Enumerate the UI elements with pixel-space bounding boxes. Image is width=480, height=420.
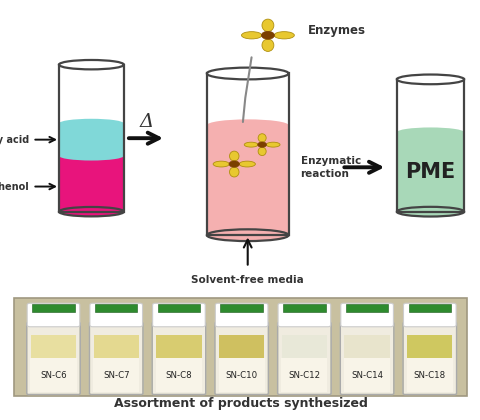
FancyBboxPatch shape bbox=[406, 358, 452, 392]
FancyBboxPatch shape bbox=[95, 304, 137, 312]
Ellipse shape bbox=[257, 142, 266, 147]
Ellipse shape bbox=[213, 161, 229, 167]
Text: Fatty acid: Fatty acid bbox=[0, 135, 29, 144]
Bar bbox=[206, 74, 288, 235]
FancyBboxPatch shape bbox=[152, 303, 205, 327]
FancyBboxPatch shape bbox=[343, 358, 389, 392]
FancyBboxPatch shape bbox=[30, 358, 76, 392]
FancyBboxPatch shape bbox=[281, 335, 326, 392]
Ellipse shape bbox=[229, 167, 239, 177]
FancyBboxPatch shape bbox=[27, 303, 80, 327]
Text: SN-C8: SN-C8 bbox=[165, 371, 192, 381]
FancyBboxPatch shape bbox=[345, 304, 387, 312]
Text: SN-C12: SN-C12 bbox=[288, 371, 320, 381]
FancyBboxPatch shape bbox=[89, 322, 143, 394]
FancyBboxPatch shape bbox=[402, 322, 456, 394]
Ellipse shape bbox=[228, 161, 239, 167]
FancyBboxPatch shape bbox=[14, 298, 466, 396]
Text: SN-C14: SN-C14 bbox=[350, 371, 383, 381]
Ellipse shape bbox=[262, 39, 273, 51]
Text: Panthenol: Panthenol bbox=[0, 181, 29, 192]
Ellipse shape bbox=[206, 68, 288, 79]
Ellipse shape bbox=[266, 142, 279, 147]
Bar bbox=[396, 79, 463, 212]
FancyBboxPatch shape bbox=[344, 335, 389, 392]
FancyBboxPatch shape bbox=[340, 303, 393, 327]
FancyBboxPatch shape bbox=[215, 322, 268, 394]
Ellipse shape bbox=[244, 142, 257, 147]
Text: SN-C18: SN-C18 bbox=[413, 371, 445, 381]
FancyBboxPatch shape bbox=[94, 335, 139, 392]
FancyBboxPatch shape bbox=[408, 304, 450, 312]
Bar bbox=[206, 74, 288, 125]
Text: Enzymes: Enzymes bbox=[307, 24, 365, 37]
Text: Solvent-free media: Solvent-free media bbox=[191, 275, 303, 285]
FancyBboxPatch shape bbox=[220, 304, 263, 312]
FancyBboxPatch shape bbox=[27, 322, 80, 394]
Bar bbox=[59, 123, 124, 156]
FancyBboxPatch shape bbox=[277, 322, 330, 394]
Bar bbox=[59, 65, 124, 212]
FancyBboxPatch shape bbox=[281, 358, 327, 392]
Ellipse shape bbox=[396, 207, 463, 217]
Text: SN-C6: SN-C6 bbox=[40, 371, 67, 381]
Text: Enzymatic
reaction: Enzymatic reaction bbox=[300, 156, 360, 179]
Ellipse shape bbox=[261, 31, 274, 39]
Ellipse shape bbox=[396, 74, 463, 84]
FancyBboxPatch shape bbox=[90, 303, 142, 327]
Text: PME: PME bbox=[405, 162, 455, 182]
Text: SN-C10: SN-C10 bbox=[225, 371, 257, 381]
FancyBboxPatch shape bbox=[156, 358, 202, 392]
Ellipse shape bbox=[274, 32, 294, 39]
FancyBboxPatch shape bbox=[283, 304, 325, 312]
Bar bbox=[396, 79, 463, 132]
FancyBboxPatch shape bbox=[215, 303, 267, 327]
Ellipse shape bbox=[59, 207, 124, 216]
Ellipse shape bbox=[229, 151, 239, 161]
FancyBboxPatch shape bbox=[218, 335, 264, 392]
Ellipse shape bbox=[59, 60, 124, 69]
Text: Assortment of products synthesized: Assortment of products synthesized bbox=[113, 397, 367, 410]
FancyBboxPatch shape bbox=[93, 358, 139, 392]
Bar bbox=[206, 125, 288, 235]
FancyBboxPatch shape bbox=[218, 358, 264, 392]
FancyBboxPatch shape bbox=[340, 322, 393, 394]
Ellipse shape bbox=[59, 151, 124, 160]
Ellipse shape bbox=[262, 19, 273, 32]
FancyBboxPatch shape bbox=[32, 304, 74, 312]
Ellipse shape bbox=[258, 134, 265, 142]
Text: SN-C7: SN-C7 bbox=[103, 371, 129, 381]
Ellipse shape bbox=[241, 32, 261, 39]
FancyBboxPatch shape bbox=[156, 335, 201, 392]
Ellipse shape bbox=[206, 119, 288, 131]
Ellipse shape bbox=[396, 127, 463, 137]
Bar bbox=[59, 156, 124, 212]
FancyBboxPatch shape bbox=[152, 322, 205, 394]
FancyBboxPatch shape bbox=[157, 304, 200, 312]
Text: Δ: Δ bbox=[139, 113, 154, 131]
FancyBboxPatch shape bbox=[277, 303, 330, 327]
Bar bbox=[396, 132, 463, 212]
FancyBboxPatch shape bbox=[403, 303, 455, 327]
Ellipse shape bbox=[258, 147, 265, 155]
Ellipse shape bbox=[59, 119, 124, 128]
FancyBboxPatch shape bbox=[31, 335, 76, 392]
Ellipse shape bbox=[206, 229, 288, 241]
FancyBboxPatch shape bbox=[407, 335, 452, 392]
Bar bbox=[59, 65, 124, 123]
Ellipse shape bbox=[239, 161, 255, 167]
